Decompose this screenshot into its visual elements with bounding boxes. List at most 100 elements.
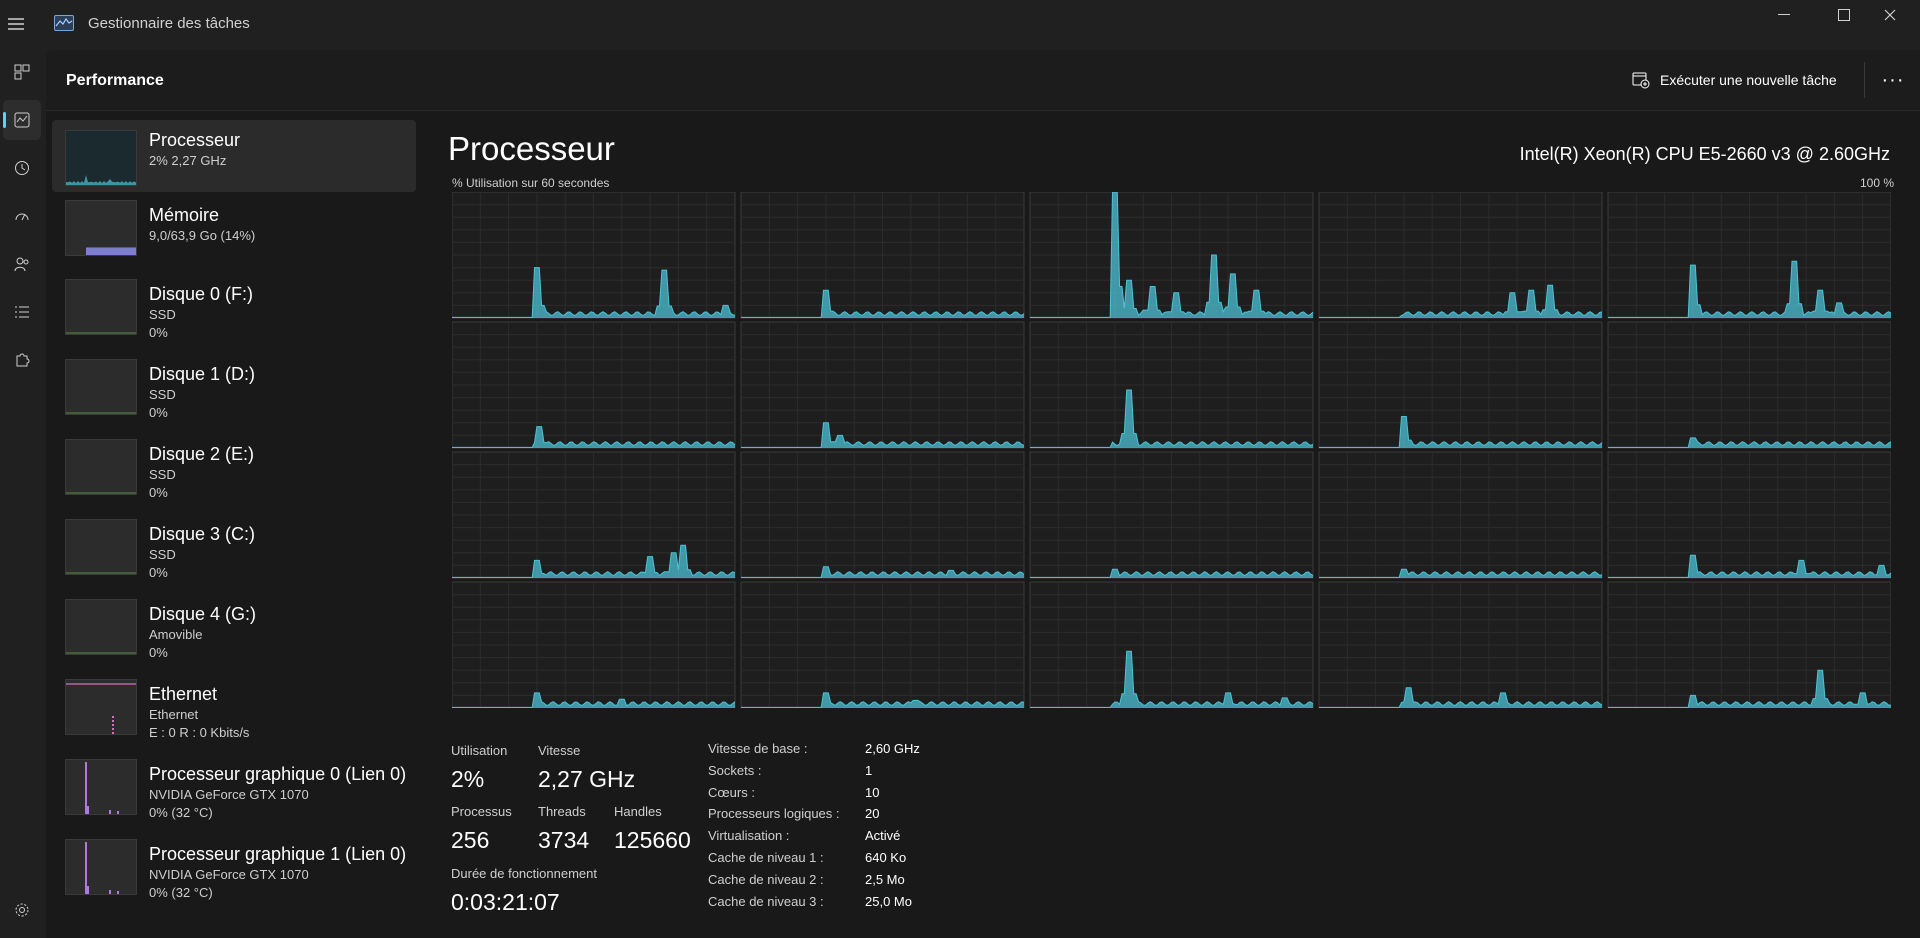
device-item[interactable]: Ethernet Ethernet E : 0 R : 0 Kbits/s [52,671,416,747]
device-thumbnail-graph [65,130,137,186]
main-content: Performance Exécuter une nouvelle tâche … [46,50,1920,938]
device-name: Disque 3 (C:) [149,524,256,544]
device-thumbnail-graph [65,279,137,335]
device-item[interactable]: Processeur graphique 1 (Lien 0) NVIDIA Ge… [52,831,416,907]
logical-processor-graph [1029,321,1314,449]
device-item[interactable]: Disque 3 (C:) SSD 0% [52,511,416,587]
device-detail: NVIDIA GeForce GTX 1070 [149,867,309,882]
logical-processor-graph [1029,451,1314,579]
device-detail: 2% 2,27 GHz [149,153,227,168]
device-name: Disque 1 (D:) [149,364,256,384]
gear-icon [15,903,29,917]
page-title: Performance [66,72,164,89]
spec-label: Processeurs logiques : [708,806,840,822]
spec-value: 25,0 Mo [865,893,912,909]
device-name: Disque 0 (F:) [149,284,254,304]
nav-rail [0,48,46,938]
device-thumbnail-graph [65,519,137,575]
cpu-title: Processeur [448,130,615,167]
page-header: Performance Exécuter une nouvelle tâche … [46,50,1920,111]
utilisation-label: Utilisation [451,743,508,758]
spec-value: 10 [865,784,880,800]
nav-performance[interactable] [3,100,41,140]
history-icon [15,161,29,175]
device-name: Disque 2 (E:) [149,444,255,464]
nav-settings[interactable] [3,890,41,930]
device-item[interactable]: Disque 1 (D:) SSD 0% [52,351,416,427]
more-options-button[interactable]: ··· [1881,68,1905,91]
device-status: 0% [149,405,168,420]
logical-processor-graphs [451,191,1892,713]
device-thumbnail-graph [65,200,137,256]
device-thumbnail-graph [65,679,137,735]
nav-details[interactable] [3,292,41,332]
speed-value: 2,27 GHz [538,766,636,792]
threads-label: Threads [538,804,586,819]
device-item[interactable]: Processeur graphique 0 (Lien 0) NVIDIA Ge… [52,751,416,827]
menu-icon[interactable] [0,0,32,48]
graph-axis-label: % Utilisation sur 60 secondes [452,176,610,190]
logical-processor-graph [451,451,736,579]
spec-value: 1 [865,762,873,778]
speed-label: Vitesse [538,743,581,758]
processes-label: Processus [451,804,512,819]
close-button[interactable] [1860,0,1920,30]
device-name: Processeur graphique 0 (Lien 0) [149,764,407,784]
device-thumbnail-graph [65,439,137,495]
maximize-button[interactable] [1814,0,1874,30]
processes-icon [14,64,30,80]
device-item[interactable]: Disque 0 (F:) SSD 0% [52,271,416,347]
users-icon [14,257,29,272]
spec-value: Activé [865,828,901,844]
window-title: Gestionnaire des tâches [88,15,250,32]
logical-processor-graph [740,581,1025,709]
device-status: E : 0 R : 0 Kbits/s [149,725,250,740]
nav-users[interactable] [3,244,41,284]
logical-processor-graph [451,191,736,319]
logical-processor-graph [1607,191,1892,319]
device-detail: 9,0/63,9 Go (14%) [149,228,256,243]
logical-processor-graph [740,451,1025,579]
device-detail: SSD [149,387,176,402]
header-divider [1864,62,1865,98]
nav-services[interactable] [3,340,41,380]
device-name: Processeur graphique 1 (Lien 0) [149,844,407,864]
new-task-icon [1632,72,1650,89]
spec-value: 2,5 Mo [865,871,905,887]
handles-label: Handles [614,804,662,819]
uptime-label: Durée de fonctionnement [451,866,597,881]
processes-value: 256 [451,827,490,853]
spec-label: Vitesse de base : [708,741,808,756]
minimize-button[interactable] [1754,0,1814,30]
device-item[interactable]: Processeur 2% 2,27 GHz [52,120,416,192]
run-new-task-button[interactable]: Exécuter une nouvelle tâche [1632,62,1837,98]
device-thumbnail-graph [65,839,137,895]
logical-processor-graph [740,321,1025,449]
spec-label: Cache de niveau 3 : [708,893,824,909]
nav-app-history[interactable] [3,148,41,188]
logical-processor-graph [1318,191,1603,319]
device-detail: Amovible [149,627,203,642]
logical-processor-graph [1029,191,1314,319]
device-status: 0% [149,325,168,340]
performance-icon [14,112,30,128]
spec-value: 640 Ko [865,850,907,865]
run-new-task-label: Exécuter une nouvelle tâche [1660,72,1837,88]
logical-processor-graph [1318,451,1603,579]
device-status: 0% (32 °C) [149,885,213,900]
device-item[interactable]: Disque 2 (E:) SSD 0% [52,431,416,507]
logical-processor-graph [1029,581,1314,709]
logical-processor-graph [1607,581,1892,709]
nav-processes[interactable] [3,52,41,92]
logical-processor-graph [740,191,1025,319]
uptime-value: 0:03:21:07 [451,889,560,915]
device-thumbnail-graph [65,359,137,415]
device-item[interactable]: Mémoire 9,0/63,9 Go (14%) [52,192,416,268]
spec-label: Virtualisation : [708,828,790,844]
nav-startup[interactable] [3,196,41,236]
device-name: Mémoire [149,205,220,225]
spec-label: Cache de niveau 2 : [708,871,824,887]
logical-processor-graph [1318,321,1603,449]
device-item[interactable]: Disque 4 (G:) Amovible 0% [52,591,416,667]
threads-value: 3734 [538,827,590,853]
